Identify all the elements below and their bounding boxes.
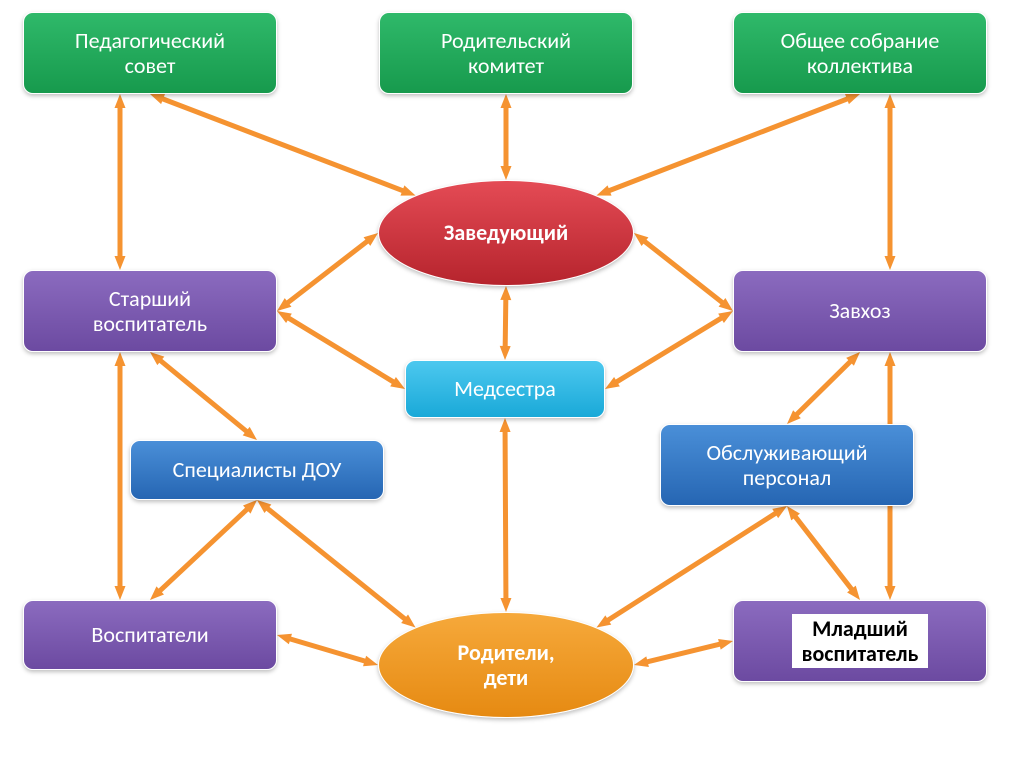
node-label: Старшийвоспитатель [34,286,266,337]
org-diagram: Педагогическийсовет Родительскийкомитет Об… [0,0,1009,768]
node-rodkom: Родительскийкомитет [379,12,633,94]
node-label: Специалисты ДОУ [141,457,373,482]
node-label: Родительскийкомитет [390,28,622,79]
node-zavhoz: Завхоз [733,270,987,352]
node-label: Воспитатели [34,622,266,647]
node-label: Заведующий [389,220,623,245]
node-label: Педагогическийсовет [34,28,266,79]
node-medsestra: Медсестра [405,360,605,418]
node-label: Общее собраниеколлектива [744,28,976,79]
node-label: Завхоз [744,298,976,323]
node-starsh: Старшийвоспитатель [23,270,277,352]
node-label: Младшийвоспитатель [792,614,929,669]
node-label: Родители,дети [389,640,623,691]
node-obsluzh: Обслуживающийперсонал [660,424,914,506]
node-pedsovet: Педагогическийсовет [23,12,277,94]
node-special: Специалисты ДОУ [130,440,384,500]
node-sobranie: Общее собраниеколлектива [733,12,987,94]
node-vospit: Воспитатели [23,600,277,670]
node-zaved: Заведующий [378,180,634,286]
node-mladsh: Младшийвоспитатель [733,600,987,682]
node-label: Медсестра [416,376,594,401]
node-label: Обслуживающийперсонал [671,440,903,491]
node-roditeli: Родители,дети [378,612,634,718]
